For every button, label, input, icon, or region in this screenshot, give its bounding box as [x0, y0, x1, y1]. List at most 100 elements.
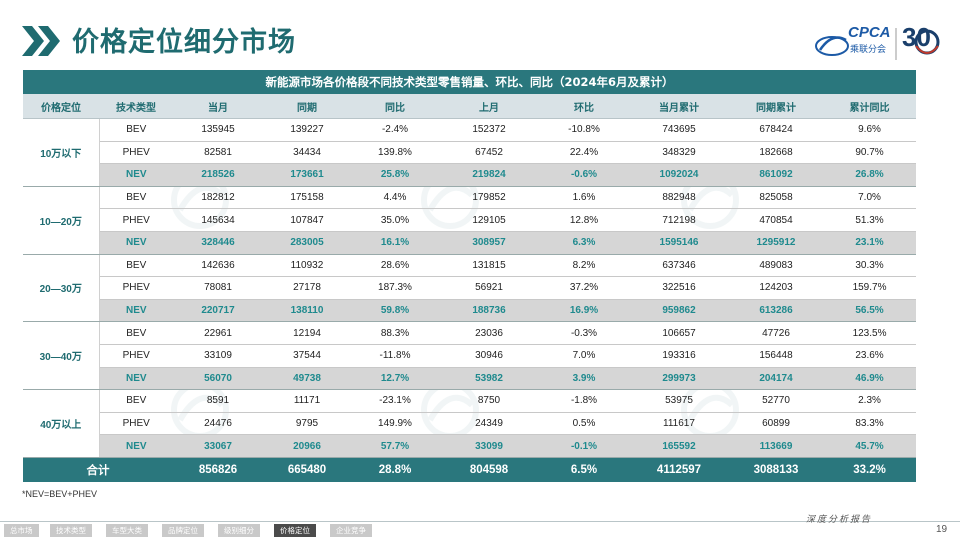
table-cell: 124203 — [729, 276, 823, 300]
table-row: PHEV 24476 9795 149.9% 24349 0.5% 111617 60899 8… — [23, 412, 917, 436]
table-cell: 28.6% — [351, 254, 439, 278]
table-cell: 4.4% — [351, 186, 439, 210]
title-chevron-icon — [22, 26, 60, 56]
tech-type-cell: PHEV — [99, 208, 173, 232]
bottom-nav-item[interactable]: 车型大类 — [106, 524, 148, 537]
table-cell: 47726 — [729, 321, 823, 345]
table-cell: 110932 — [263, 254, 351, 278]
column-header: 当月累计 — [629, 94, 729, 119]
table-cell: 12.7% — [351, 367, 439, 391]
table-cell: 187.3% — [351, 276, 439, 300]
table-title-row: 新能源市场各价格段不同技术类型零售销量、环比、同比（2024年6月及累计） — [23, 70, 917, 94]
table-cell: 123.5% — [823, 321, 917, 345]
table-cell: 139.8% — [351, 141, 439, 165]
tech-type-cell: BEV — [99, 254, 173, 278]
table-row: PHEV 145634 107847 35.0% 129105 12.8% 712198 47… — [23, 208, 917, 232]
price-segment-label: 10万以下 — [23, 118, 100, 187]
table-cell: 107847 — [263, 208, 351, 232]
table-cell: 489083 — [729, 254, 823, 278]
table-cell: 637346 — [629, 254, 729, 278]
nev-row: NEV 220717 138110 59.8% 188736 16.9% 959862 613… — [23, 299, 917, 323]
table-cell: 78081 — [173, 276, 263, 300]
bottom-nav-item[interactable]: 企业竞争 — [330, 524, 372, 537]
table-cell: 7.0% — [539, 344, 629, 368]
table-cell: 22961 — [173, 321, 263, 345]
table-cell: 25.8% — [351, 163, 439, 187]
table-cell: 12194 — [263, 321, 351, 345]
table-cell: -0.6% — [539, 163, 629, 187]
total-label: 合计 — [23, 457, 173, 482]
table-row: 30—40万 BEV 22961 12194 88.3% 23036 -0.3% 106657… — [23, 321, 917, 391]
table-cell: 145634 — [173, 208, 263, 232]
column-header: 上月 — [439, 94, 539, 119]
table-row: PHEV 78081 27178 187.3% 56921 37.2% 322516 1242… — [23, 276, 917, 300]
tech-type-cell: NEV — [99, 299, 173, 323]
table-cell: 308957 — [439, 231, 539, 255]
table-cell: 12.8% — [539, 208, 629, 232]
report-label: 深度分析报告 — [806, 515, 873, 525]
nev-row: NEV 218526 173661 25.8% 219824 -0.6% 1092024 86… — [23, 163, 917, 187]
table-cell: 49738 — [263, 367, 351, 391]
table-cell: 52770 — [729, 389, 823, 413]
table-cell: 1092024 — [629, 163, 729, 187]
tech-type-cell: PHEV — [99, 141, 173, 165]
table-cell: 24476 — [173, 412, 263, 436]
table-cell: 23.6% — [823, 344, 917, 368]
table-cell: 8591 — [173, 389, 263, 413]
total-cell: 804598 — [439, 457, 539, 482]
table-row: 10—20万 BEV 182812 175158 4.4% 179852 1.6% 88294… — [23, 186, 917, 255]
table-cell: 83.3% — [823, 412, 917, 436]
tech-type-cell: NEV — [99, 367, 173, 391]
column-header: 同比 — [351, 94, 439, 119]
column-header: 同期 — [263, 94, 351, 119]
table-cell: 165592 — [629, 434, 729, 458]
table-cell: 678424 — [729, 118, 823, 142]
table-cell: 33067 — [173, 434, 263, 458]
bottom-nav-item[interactable]: 价格定位 — [274, 524, 316, 537]
table-cell: 60899 — [729, 412, 823, 436]
table-cell: 142636 — [173, 254, 263, 278]
table-cell: 37.2% — [539, 276, 629, 300]
table-cell: 188736 — [439, 299, 539, 323]
table-cell: 113669 — [729, 434, 823, 458]
tech-type-cell: PHEV — [99, 276, 173, 300]
table-cell: -1.8% — [539, 389, 629, 413]
total-cell: 665480 — [263, 457, 351, 482]
table-cell: 470854 — [729, 208, 823, 232]
table-cell: 220717 — [173, 299, 263, 323]
table-cell: 37544 — [263, 344, 351, 368]
table-cell: 88.3% — [351, 321, 439, 345]
bottom-nav-item[interactable]: 技术类型 — [50, 524, 92, 537]
total-cell: 856826 — [173, 457, 263, 482]
tech-type-cell: PHEV — [99, 412, 173, 436]
table-cell: 159.7% — [823, 276, 917, 300]
table-cell: 743695 — [629, 118, 729, 142]
bottom-nav-item[interactable]: 总市场 — [4, 524, 39, 537]
table-cell: 20966 — [263, 434, 351, 458]
table-cell: 30.3% — [823, 254, 917, 278]
table-cell: 53982 — [439, 367, 539, 391]
column-header: 技术类型 — [99, 94, 173, 119]
table-cell: 135945 — [173, 118, 263, 142]
total-row: 合计 856826 665480 28.8% 804598 6.5% 4112597 3088… — [23, 457, 917, 482]
table-row: 20—30万 BEV 142636 110932 28.6% 131815 8.2% 6373… — [23, 254, 917, 323]
table-cell: 129105 — [439, 208, 539, 232]
table-cell: 8.2% — [539, 254, 629, 278]
column-header: 同期累计 — [729, 94, 823, 119]
table-cell: 8750 — [439, 389, 539, 413]
table-cell: 328446 — [173, 231, 263, 255]
table-cell: -23.1% — [351, 389, 439, 413]
table-cell: 1295912 — [729, 231, 823, 255]
table-row: 40万以上 BEV 8591 11171 -23.1% 8750 -1.8% 53975 527… — [23, 389, 917, 458]
table-cell: 204174 — [729, 367, 823, 391]
bottom-nav-item[interactable]: 级别细分 — [218, 524, 260, 537]
table-cell: 1595146 — [629, 231, 729, 255]
table-cell: 2.3% — [823, 389, 917, 413]
tech-type-cell: BEV — [99, 321, 173, 345]
table-cell: 6.3% — [539, 231, 629, 255]
column-header: 价格定位 — [23, 94, 99, 119]
table-cell: 111617 — [629, 412, 729, 436]
table-cell: 283005 — [263, 231, 351, 255]
bottom-nav-item[interactable]: 品牌定位 — [162, 524, 204, 537]
table-cell: 56921 — [439, 276, 539, 300]
